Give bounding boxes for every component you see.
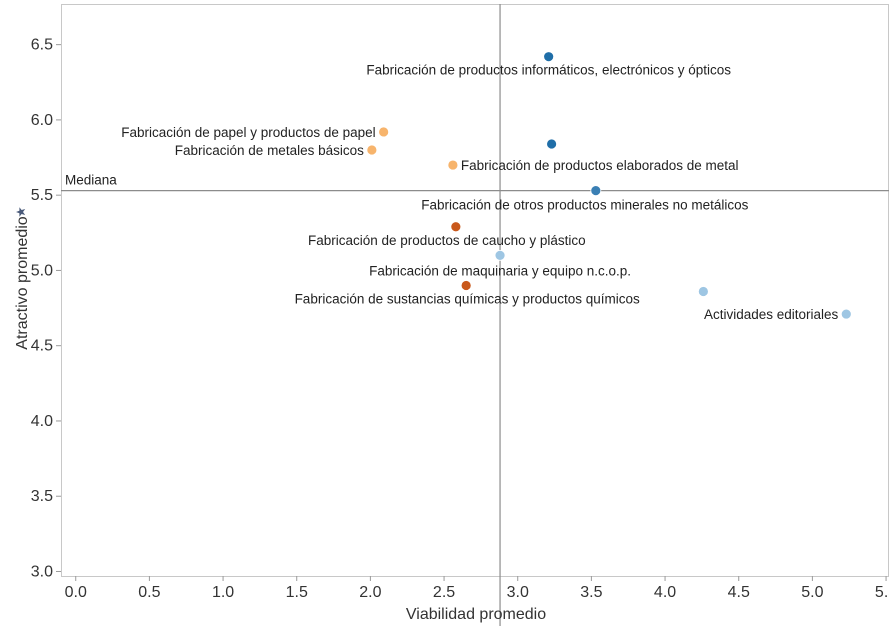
data-point	[460, 280, 472, 291]
y-axis-title-group: Atractivo promedio	[14, 216, 31, 349]
data-point	[494, 249, 506, 261]
point-label: Fabricación de sustancias químicas y pro…	[295, 291, 640, 306]
data-point	[366, 144, 378, 156]
y-tick-label: 5.5	[31, 187, 53, 204]
y-tick-label: 3.5	[31, 488, 53, 505]
y-tick-label: 6.5	[31, 37, 53, 54]
point-label: Fabricación de productos informáticos, e…	[366, 63, 731, 78]
data-point	[697, 286, 709, 297]
x-tick-label: 3.5	[580, 584, 602, 601]
x-axis-title: Viabilidad promedio	[406, 606, 546, 623]
median-label: Mediana	[65, 173, 117, 188]
x-tick-label: 0.0	[65, 584, 87, 601]
point-label: Fabricación de metales básicos	[175, 143, 364, 158]
data-point	[543, 51, 555, 63]
x-tick-label: 5.5	[875, 584, 889, 601]
x-tick-label: 0.5	[138, 584, 160, 601]
data-point	[447, 159, 459, 171]
point-label: Actividades editoriales	[704, 307, 839, 322]
x-tick-label: 1.0	[212, 584, 234, 601]
x-tick-label: 1.5	[286, 584, 308, 601]
data-points	[366, 51, 852, 320]
data-point	[590, 185, 602, 197]
x-tick-label: 3.0	[507, 584, 529, 601]
point-labels: Fabricación de productos informáticos, e…	[121, 63, 838, 322]
median-reference-lines: Mediana	[61, 4, 889, 626]
x-tick-label: 2.5	[433, 584, 455, 601]
y-tick-label: 4.0	[31, 413, 53, 430]
y-tick-label: 6.0	[31, 112, 53, 129]
y-tick-label: 4.5	[31, 338, 53, 355]
point-label: Fabricación de maquinaria y equipo n.c.o…	[369, 263, 631, 278]
x-axis: 0.0 0.5 1.0 1.5 2.0 2.5 3.0 3.5 4.0 4.5 5.0 5.5	[65, 576, 889, 601]
data-point	[546, 138, 558, 150]
point-label: Fabricación de otros productos minerales…	[421, 198, 748, 213]
x-tick-label: 4.5	[728, 584, 750, 601]
data-point	[840, 308, 852, 320]
y-tick-label: 5.0	[31, 262, 53, 279]
y-axis: 3.0 3.5 4.0 4.5 5.0 5.5 6.0 6.5	[31, 37, 61, 580]
point-label: Fabricación de productos de caucho y plá…	[308, 233, 586, 248]
point-label: Fabricación de papel y productos de pape…	[121, 125, 375, 140]
x-tick-label: 2.0	[359, 584, 381, 601]
data-point	[450, 221, 462, 233]
x-tick-label: 5.0	[801, 584, 823, 601]
x-tick-label: 4.0	[654, 584, 676, 601]
star-icon	[16, 207, 26, 217]
y-tick-label: 3.0	[31, 563, 53, 580]
point-label: Fabricación de productos elaborados de m…	[461, 158, 739, 173]
data-point	[378, 126, 390, 138]
y-axis-title: Atractivo promedio	[14, 216, 31, 349]
